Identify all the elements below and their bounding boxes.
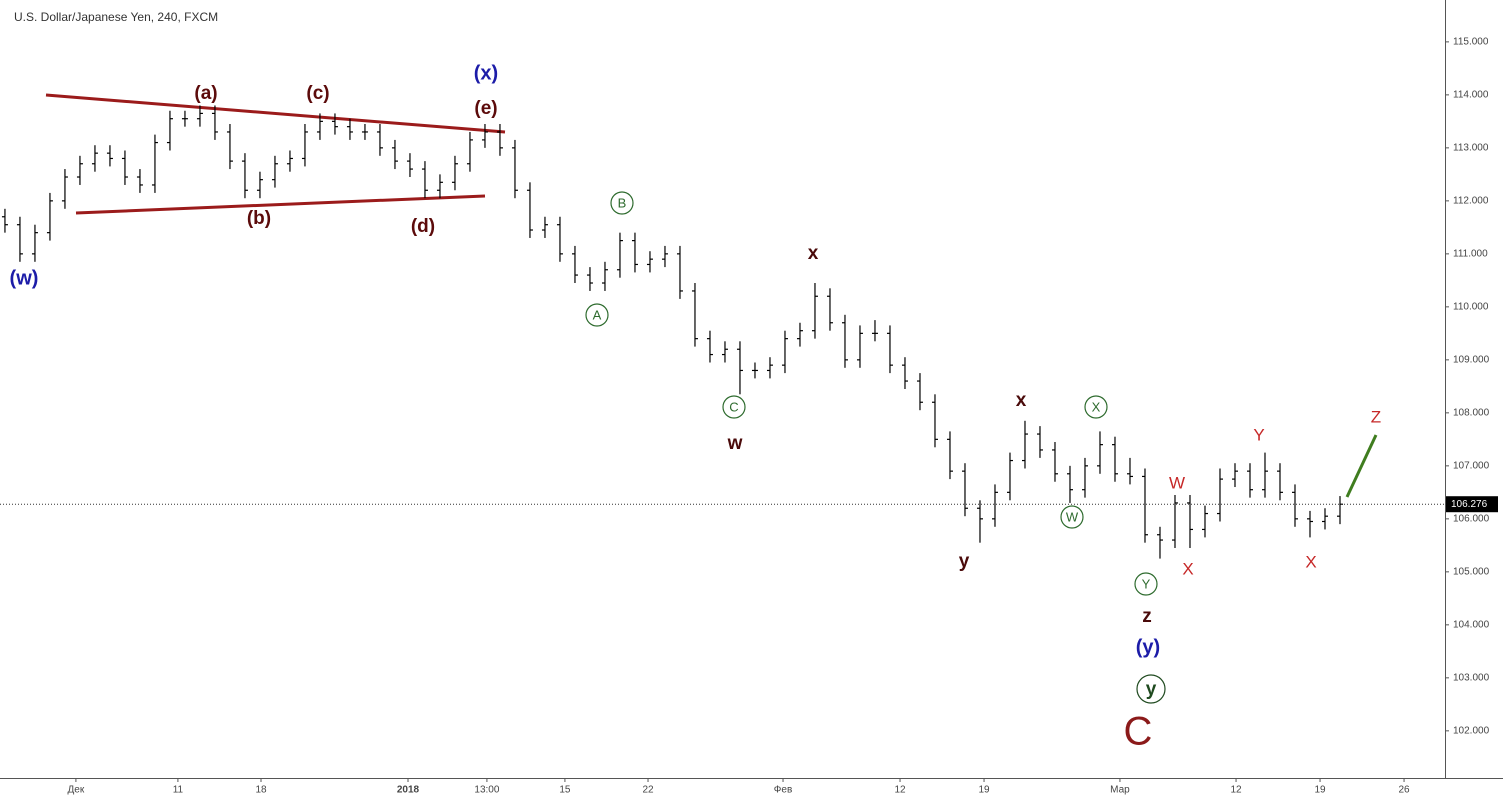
x-tick-label: 11 bbox=[173, 785, 184, 796]
wave-label: A bbox=[593, 307, 602, 322]
x-tick-label: Мар bbox=[1110, 785, 1130, 796]
wave-label: y bbox=[959, 551, 970, 572]
wave-circle bbox=[1136, 674, 1166, 704]
y-tick-label: 104.000 bbox=[1453, 619, 1490, 630]
wave-label: Y bbox=[1142, 576, 1151, 591]
wave-label: x bbox=[808, 243, 819, 264]
wave-label: W bbox=[1066, 509, 1079, 524]
y-tick-label: 110.000 bbox=[1453, 301, 1489, 312]
wave-circle bbox=[722, 395, 746, 419]
triangle-lower-line bbox=[75, 194, 486, 215]
bars bbox=[1, 105, 1343, 559]
x-tick-label: Фев bbox=[774, 785, 792, 796]
x-tick-label: 12 bbox=[1230, 785, 1242, 796]
x-tick-label: 15 bbox=[559, 785, 571, 796]
y-tick-label: 105.000 bbox=[1453, 566, 1490, 577]
wave-circle bbox=[1060, 505, 1084, 529]
y-tick-label: 108.000 bbox=[1453, 407, 1490, 418]
x-tick-label: 13:00 bbox=[474, 785, 499, 796]
x-tick-label: 26 bbox=[1398, 785, 1410, 796]
y-tick-label: 112.000 bbox=[1453, 196, 1489, 207]
wave-label: B bbox=[618, 195, 627, 210]
wave-label: x bbox=[1016, 390, 1027, 411]
wave-label: X bbox=[1092, 399, 1101, 414]
wave-label: (e) bbox=[474, 98, 497, 119]
y-tick-label: 111.000 bbox=[1453, 248, 1488, 259]
x-tick-label: 12 bbox=[894, 785, 906, 796]
chart-title: U.S. Dollar/Japanese Yen, 240, FXCM bbox=[14, 10, 218, 24]
wave-circle bbox=[1084, 395, 1108, 419]
wave-label: y bbox=[1146, 679, 1157, 700]
wave-label: w bbox=[727, 433, 743, 454]
y-tick-label: 102.000 bbox=[1453, 725, 1490, 736]
projection-line bbox=[1345, 434, 1378, 498]
wave-label: (y) bbox=[1136, 636, 1160, 658]
y-tick-label: 115.000 bbox=[1453, 37, 1489, 48]
x-tick-label: 22 bbox=[642, 785, 654, 796]
y-tick-label: 103.000 bbox=[1453, 672, 1490, 683]
y-tick-label: 113.000 bbox=[1453, 143, 1489, 154]
wave-label: (d) bbox=[411, 216, 435, 237]
y-tick-label: 106.000 bbox=[1453, 513, 1490, 524]
last-price-label: 106.276 bbox=[1451, 499, 1488, 510]
x-tick-label: 19 bbox=[1314, 785, 1326, 796]
wave-label: (c) bbox=[306, 83, 329, 104]
wave-label: z bbox=[1142, 606, 1152, 627]
wave-circle bbox=[585, 303, 609, 327]
wave-label: W bbox=[1169, 473, 1185, 492]
x-tick-label: 2018 bbox=[397, 785, 420, 796]
wave-label: (w) bbox=[10, 267, 39, 289]
wave-label: (a) bbox=[194, 83, 217, 104]
x-tick-label: Дек bbox=[68, 785, 85, 796]
wave-label: Z bbox=[1371, 407, 1381, 426]
wave-label: Y bbox=[1253, 425, 1264, 444]
wave-label: (x) bbox=[474, 62, 498, 84]
wave-label: C bbox=[1124, 710, 1153, 754]
y-tick-label: 114.000 bbox=[1453, 90, 1489, 101]
wave-label: (b) bbox=[247, 208, 271, 229]
wave-circle bbox=[1134, 572, 1158, 596]
wave-circle bbox=[610, 191, 634, 215]
x-tick-label: 18 bbox=[255, 785, 267, 796]
y-tick-label: 109.000 bbox=[1453, 354, 1490, 365]
last-price-box bbox=[1446, 496, 1498, 513]
y-tick-label: 107.000 bbox=[1453, 460, 1490, 471]
triangle-upper-line bbox=[45, 93, 506, 134]
wave-label: X bbox=[1182, 559, 1193, 578]
wave-label: C bbox=[729, 399, 738, 414]
annotations: (w)(a)(b)(c)(d)(e)(x)ABCwxyxWXYz(y)yCWXY… bbox=[10, 62, 1382, 753]
wave-label: X bbox=[1305, 552, 1316, 571]
x-tick-label: 19 bbox=[978, 785, 990, 796]
